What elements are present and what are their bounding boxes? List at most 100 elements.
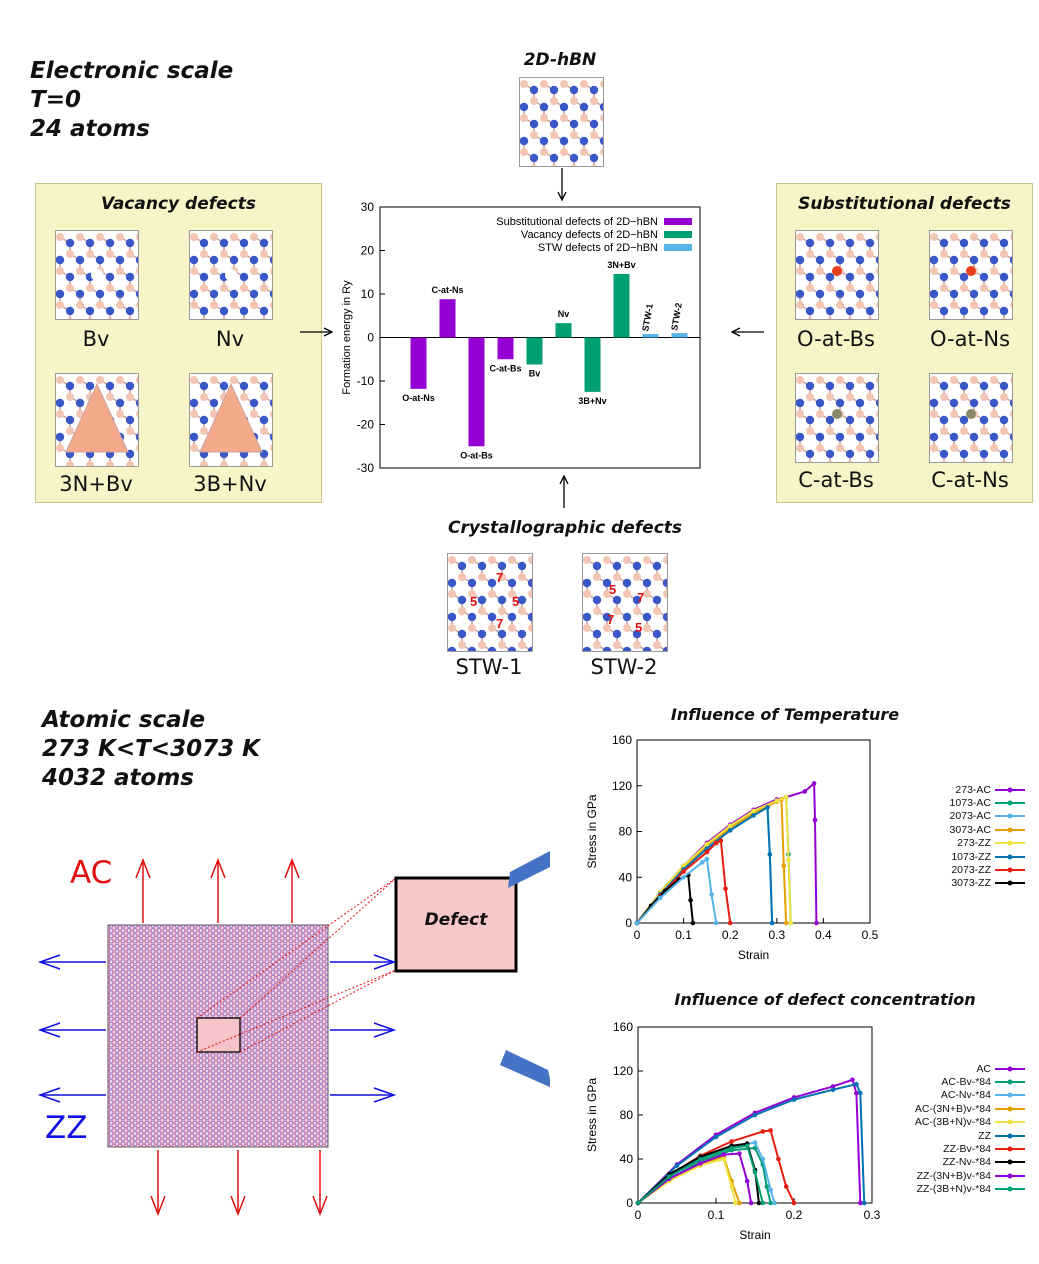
bar-bv [526,337,543,365]
series-point [788,920,794,926]
bar-stw-2 [671,333,688,338]
svg-text:7: 7 [637,590,644,605]
series-point [688,897,693,903]
legend-label: ZZ [978,1129,991,1142]
svg-text:7: 7 [496,570,503,585]
series-line [637,1078,862,1204]
y-tick-label: 120 [612,779,632,793]
series-point [704,849,710,855]
series-point [713,920,719,926]
nv-caption: Nv [215,327,245,351]
bar-label: STW-2 [669,302,684,331]
3n-bv-caption: 3N+Bv [59,472,133,496]
bar-c-at-bs [497,337,514,360]
series-point [783,794,789,800]
legend-swatch [995,827,1025,833]
legend-entry: 1073-AC [895,796,1025,809]
legend-label: 2073-ZZ [951,864,991,877]
zz-label: ZZ [45,1110,88,1146]
series-point [760,1200,766,1206]
series-point [861,1200,867,1206]
y-tick-label: 0 [367,331,374,345]
y-tick-label: 0 [626,1196,633,1210]
series-point [674,1163,680,1168]
series-point [635,1200,641,1206]
series-point [729,1139,734,1144]
plot-frame [636,739,871,924]
series-point [666,1174,672,1179]
series-point [751,808,756,814]
legend-swatch [995,1079,1025,1085]
legend-swatch [995,800,1025,806]
series-point [709,892,714,897]
legend-entry: 2073-AC [895,810,1025,823]
series-point [769,920,775,926]
series-point [776,1156,781,1162]
y-tick-label: 0 [625,916,632,930]
legend-swatch [664,244,692,251]
legend-swatch [995,1146,1025,1152]
formation-energy-bar-chart: -30 -20 -10 0 10 20 30 Formation energy in Ry O-… [341,200,701,475]
bar-nv [555,323,572,338]
y-tick-label: -10 [357,374,375,388]
legend-entry: AC-(3N+B)v-*84 [880,1102,1025,1115]
series-point [854,1090,859,1096]
series-point [756,1200,762,1206]
arrow-substitutional-to-chart [730,327,764,337]
series-point [690,920,696,926]
legend-swatch [995,854,1025,860]
bar-3n+bv [613,273,630,338]
legend-entry: ZZ-(3N+B)v-*84 [880,1169,1025,1182]
legend-entry: ZZ [880,1129,1025,1142]
series-line [636,804,774,924]
3b-nv-caption: 3B+Nv [193,472,267,496]
series-point [727,920,733,926]
bar-stw-1 [642,334,659,338]
x-tick-label: 0.3 [768,928,785,942]
series-point [751,813,756,818]
x-axis-label: Strain [738,948,769,962]
o-at-bs-caption: O-at-Bs [797,327,875,351]
series-point [811,781,817,786]
bar-label: O-at-Bs [460,450,493,460]
legend-swatch [995,1092,1025,1098]
legend-entry: 3073-ZZ [895,877,1025,890]
series-point [783,1184,789,1189]
legend-entry: 1073-ZZ [895,850,1025,863]
series-point [774,798,780,803]
bar-label: O-at-Ns [402,393,435,403]
legend-entry: 273-AC [895,783,1025,796]
hbn-title: 2D-hBN [523,50,597,70]
series-point [786,857,791,863]
y-tick-label: -30 [357,461,375,475]
legend-label: 2073-AC [949,810,991,823]
arrow-crystallographic-to-chart [559,474,569,508]
legend-label: AC-(3B+N)v-*84 [914,1116,991,1129]
x-tick-label: 0.1 [675,928,692,942]
svg-text:7: 7 [607,612,614,627]
series-point [830,1087,836,1092]
legend-entry: ZZ-Nv-*84 [880,1156,1025,1169]
legend-swatch [995,880,1025,886]
electronic-scale-line: Electronic scale [30,58,234,84]
legend-swatch [995,867,1025,873]
series-point [658,895,663,901]
legend-swatch [995,840,1025,846]
y-axis-label: Stress in GPa [585,1078,599,1152]
x-tick-label: 0.4 [815,928,832,942]
series-point [814,920,819,926]
legend-label: ZZ-(3B+N)v-*84 [916,1183,991,1196]
defect-region [196,1017,241,1053]
svg-text:5: 5 [512,594,519,609]
series-point [752,1140,758,1145]
legend-label: AC-Nv-*84 [940,1089,991,1102]
legend-swatch [664,231,692,238]
legend-entry: AC-(3B+N)v-*84 [880,1116,1025,1129]
3b-nv-lattice-image [170,373,299,482]
legend-entry: 273-ZZ [895,837,1025,850]
arrow-to-concentration-chart [500,1050,550,1088]
vacancy-panel-title: Vacancy defects [101,194,256,214]
x-tick-label: 0.5 [862,928,879,942]
series-point [729,1145,734,1151]
series-point [802,789,808,794]
